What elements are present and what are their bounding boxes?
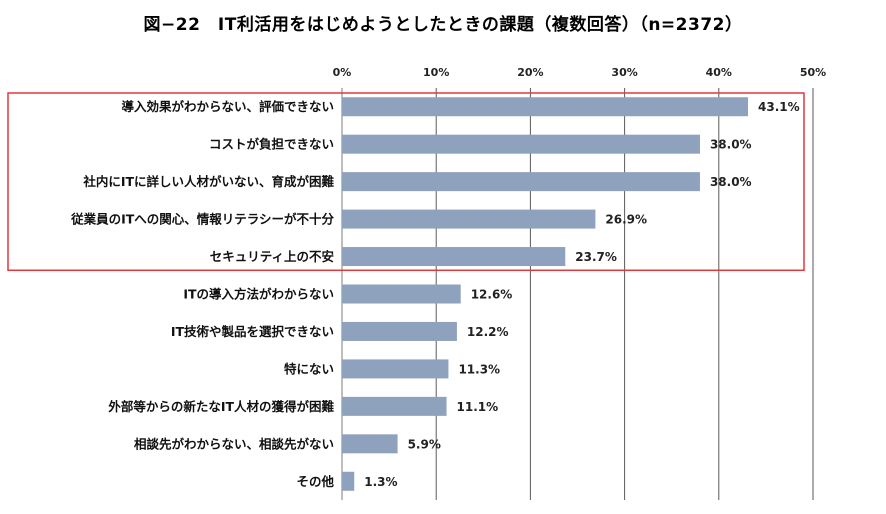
bar: [342, 284, 461, 304]
bar: [342, 209, 596, 229]
x-tick-label: 40%: [706, 66, 732, 79]
value-label: 26.9%: [605, 213, 647, 227]
x-tick-label: 20%: [517, 66, 543, 79]
bar: [342, 247, 566, 267]
value-label: 43.1%: [758, 100, 800, 114]
bar: [342, 359, 449, 379]
category-label: IT技術や製品を選択できない: [171, 324, 334, 339]
category-label: 相談先がわからない、相談先がない: [134, 436, 334, 451]
value-label: 1.3%: [364, 475, 397, 489]
bar: [342, 97, 749, 117]
highlight-box: [7, 92, 805, 272]
bar: [342, 396, 447, 416]
bar: [342, 434, 398, 454]
x-tick-label: 30%: [611, 66, 637, 79]
bar: [342, 172, 700, 192]
category-label: 特にない: [284, 361, 334, 376]
category-label: その他: [296, 474, 334, 489]
value-label: 23.7%: [575, 250, 617, 264]
bar: [342, 471, 355, 491]
value-label: 11.3%: [458, 362, 500, 376]
bar: [342, 134, 700, 154]
value-label: 12.2%: [467, 325, 509, 339]
category-label: 社内にITに詳しい人材がいない、育成が困難: [82, 174, 334, 189]
category-label: 導入効果がわからない、評価できない: [121, 99, 334, 114]
chart-title: 図−22 IT利活用をはじめようとしたときの課題（複数回答）（n=2372）: [143, 15, 743, 35]
value-label: 38.0%: [710, 175, 752, 189]
category-label: ITの導入方法がわからない: [183, 287, 334, 302]
value-label: 38.0%: [710, 138, 752, 152]
value-label: 12.6%: [471, 288, 513, 302]
category-label: 外部等からの新たなIT人材の獲得が困難: [107, 399, 334, 414]
bar: [342, 321, 457, 341]
x-tick-label: 50%: [800, 66, 826, 79]
x-tick-label: 0%: [333, 66, 352, 79]
x-tick-label: 10%: [423, 66, 449, 79]
value-label: 11.1%: [457, 400, 499, 414]
category-label: コストが負担できない: [209, 137, 334, 152]
category-label: セキュリティ上の不安: [210, 249, 334, 264]
category-label: 従業員のITへの関心、情報リテラシーが不十分: [70, 212, 334, 227]
value-label: 5.9%: [408, 437, 441, 451]
